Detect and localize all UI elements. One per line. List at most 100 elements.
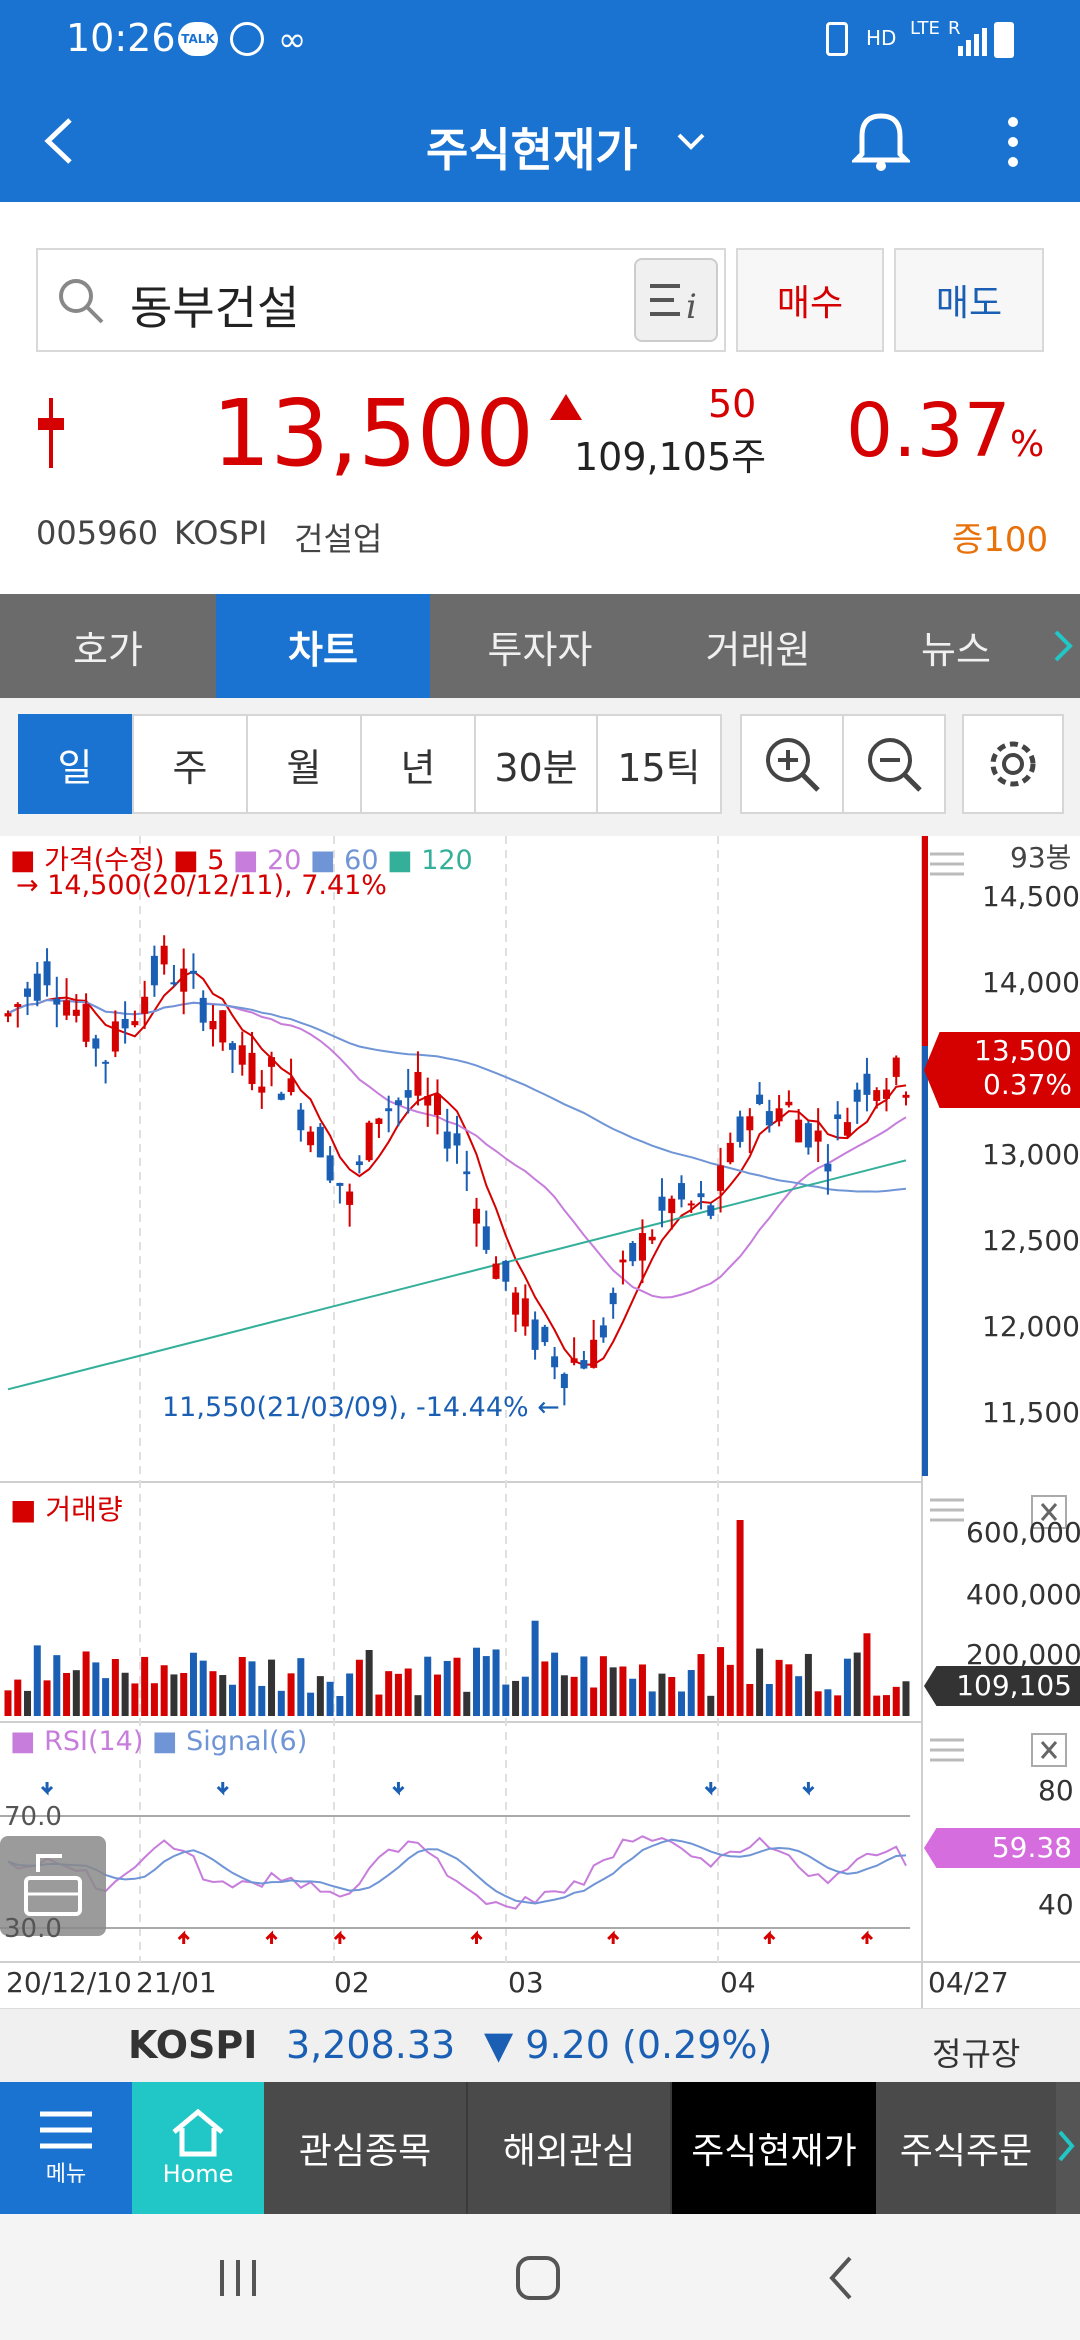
nav-overseas-watchlist[interactable]: 해외관심: [468, 2082, 672, 2214]
volume-bar: [599, 1656, 607, 1716]
candle-body: [726, 1142, 734, 1163]
candle-body: [902, 1094, 910, 1098]
nav-chevron-right-icon[interactable]: [1056, 2128, 1076, 2168]
stock-info-button[interactable]: i: [634, 258, 718, 342]
volume-bar: [385, 1671, 393, 1716]
candle-body: [531, 1319, 539, 1350]
signal-down-arrow: [216, 1782, 229, 1796]
chevron-right-icon[interactable]: [1052, 628, 1074, 668]
nav-stock-order[interactable]: 주식주문: [876, 2082, 1056, 2214]
volume-bar: [346, 1673, 354, 1716]
recent-apps-icon[interactable]: [216, 2256, 260, 2304]
legend-swatch-price: ■: [10, 845, 45, 876]
back-button[interactable]: [40, 116, 80, 170]
current-price-marker: 13,500 0.37%: [924, 1032, 1080, 1108]
zoom-out-button[interactable]: [842, 714, 946, 814]
volume-close-icon[interactable]: [1031, 1495, 1067, 1529]
volume-bar: [102, 1678, 110, 1716]
period-selector: 일 주 월 년 30분 15틱: [0, 698, 1080, 836]
zoom-in-button[interactable]: [740, 714, 844, 814]
candle-body: [521, 1298, 529, 1327]
candle-body: [560, 1373, 568, 1389]
period-month-button[interactable]: 월: [246, 714, 362, 814]
candle-body: [92, 1038, 100, 1049]
signal-down-arrow: [40, 1782, 54, 1796]
volume-bar: [902, 1681, 910, 1716]
candle-body: [141, 996, 149, 1014]
market-session: 정규장: [932, 2035, 1021, 2073]
candle-body: [365, 1122, 373, 1161]
nav-home[interactable]: Home: [132, 2082, 264, 2214]
signal-up-arrow: [177, 1930, 190, 1944]
candle-body: [804, 1123, 812, 1148]
rsi-line: [7, 1835, 907, 1910]
period-week-button[interactable]: 주: [132, 714, 248, 814]
chevron-down-icon[interactable]: [676, 132, 706, 156]
volume-bar: [4, 1690, 12, 1716]
period-30min-button[interactable]: 30분: [474, 714, 598, 814]
nav-stock-quote[interactable]: 주식현재가: [672, 2082, 876, 2214]
buy-button[interactable]: 매수: [736, 248, 884, 352]
candle-body: [33, 973, 41, 1001]
candle-body: [843, 1122, 851, 1136]
candle-body: [551, 1356, 559, 1368]
period-15tick-button[interactable]: 15틱: [596, 714, 722, 814]
rsi-close-icon[interactable]: [1031, 1733, 1067, 1767]
volume-bar: [717, 1647, 725, 1716]
home-nav-icon[interactable]: [514, 2254, 562, 2306]
volume-bar: [297, 1658, 305, 1716]
signal-icon: [958, 28, 988, 60]
volume-bar: [268, 1659, 276, 1716]
stock-sector: 건설업: [294, 520, 383, 558]
stock-search-box[interactable]: 동부건설 i: [36, 248, 726, 352]
candle-body: [24, 988, 32, 997]
candlestick-chart[interactable]: [0, 836, 1080, 2008]
drag-handle-icon[interactable]: [930, 852, 964, 876]
volume-bar: [160, 1665, 168, 1716]
search-input[interactable]: 동부건설: [130, 281, 300, 335]
legend-ma20: 20: [267, 845, 302, 876]
tab-investor[interactable]: 투자자: [487, 627, 593, 672]
x-tick: 04/27: [928, 1966, 1009, 1999]
lte-label: LTE: [910, 18, 940, 39]
x-tick: 02: [334, 1966, 370, 1999]
bell-icon[interactable]: [849, 108, 913, 176]
bottom-nav: 메뉴 Home 관심종목 해외관심 주식현재가 주식주문: [0, 2082, 1080, 2214]
tab-chart[interactable]: 차트: [216, 594, 430, 698]
tab-broker[interactable]: 거래원: [705, 627, 811, 672]
volume-drag-handle-icon[interactable]: [930, 1498, 964, 1522]
ma60-line: [7, 998, 907, 1193]
volume-bar: [658, 1673, 666, 1716]
volume-bar: [170, 1674, 178, 1716]
volume-bar: [824, 1689, 832, 1716]
candle-body: [638, 1233, 646, 1261]
nav-menu[interactable]: 메뉴: [0, 2082, 132, 2214]
sell-button[interactable]: 매도: [894, 248, 1044, 352]
volume-bar: [24, 1690, 32, 1716]
rotate-screen-button[interactable]: [0, 1836, 106, 1936]
more-vert-icon[interactable]: [1006, 116, 1020, 172]
back-nav-icon[interactable]: [826, 2254, 856, 2306]
period-year-button[interactable]: 년: [360, 714, 476, 814]
tab-orderbook[interactable]: 호가: [73, 627, 143, 672]
rsi-drag-handle-icon[interactable]: [930, 1738, 964, 1762]
market-index-bar[interactable]: KOSPI 3,208.33 ▼ 9.20 (0.29%) 정규장: [0, 2008, 1080, 2082]
quote-panel: 동부건설 i 매수 매도 13,500 50 109,105주 0.37 % 0…: [0, 202, 1080, 594]
candle-body: [824, 1163, 832, 1172]
volume-bar: [72, 1670, 80, 1716]
period-day-button[interactable]: 일: [18, 714, 132, 814]
signal-up-arrow: [470, 1930, 483, 1944]
nav-watchlist[interactable]: 관심종목: [264, 2082, 468, 2214]
loop-icon: ∞: [278, 20, 307, 60]
tab-news[interactable]: 뉴스: [921, 627, 991, 672]
app-bar: 주식현재가: [0, 80, 1080, 202]
page-title[interactable]: 주식현재가: [426, 123, 638, 177]
candle-body: [814, 1130, 822, 1142]
chart-settings-button[interactable]: [962, 714, 1064, 814]
chart-area[interactable]: ■ 가격(수정) ■ 5 ■ 20 ■ 60 ■ 120 → 14,500(20…: [0, 836, 1080, 2008]
volume-bar: [482, 1656, 490, 1716]
up-triangle-icon: [548, 392, 584, 426]
volume-bar: [512, 1680, 520, 1716]
volume-bar: [873, 1695, 881, 1716]
candle-body: [14, 1004, 22, 1007]
